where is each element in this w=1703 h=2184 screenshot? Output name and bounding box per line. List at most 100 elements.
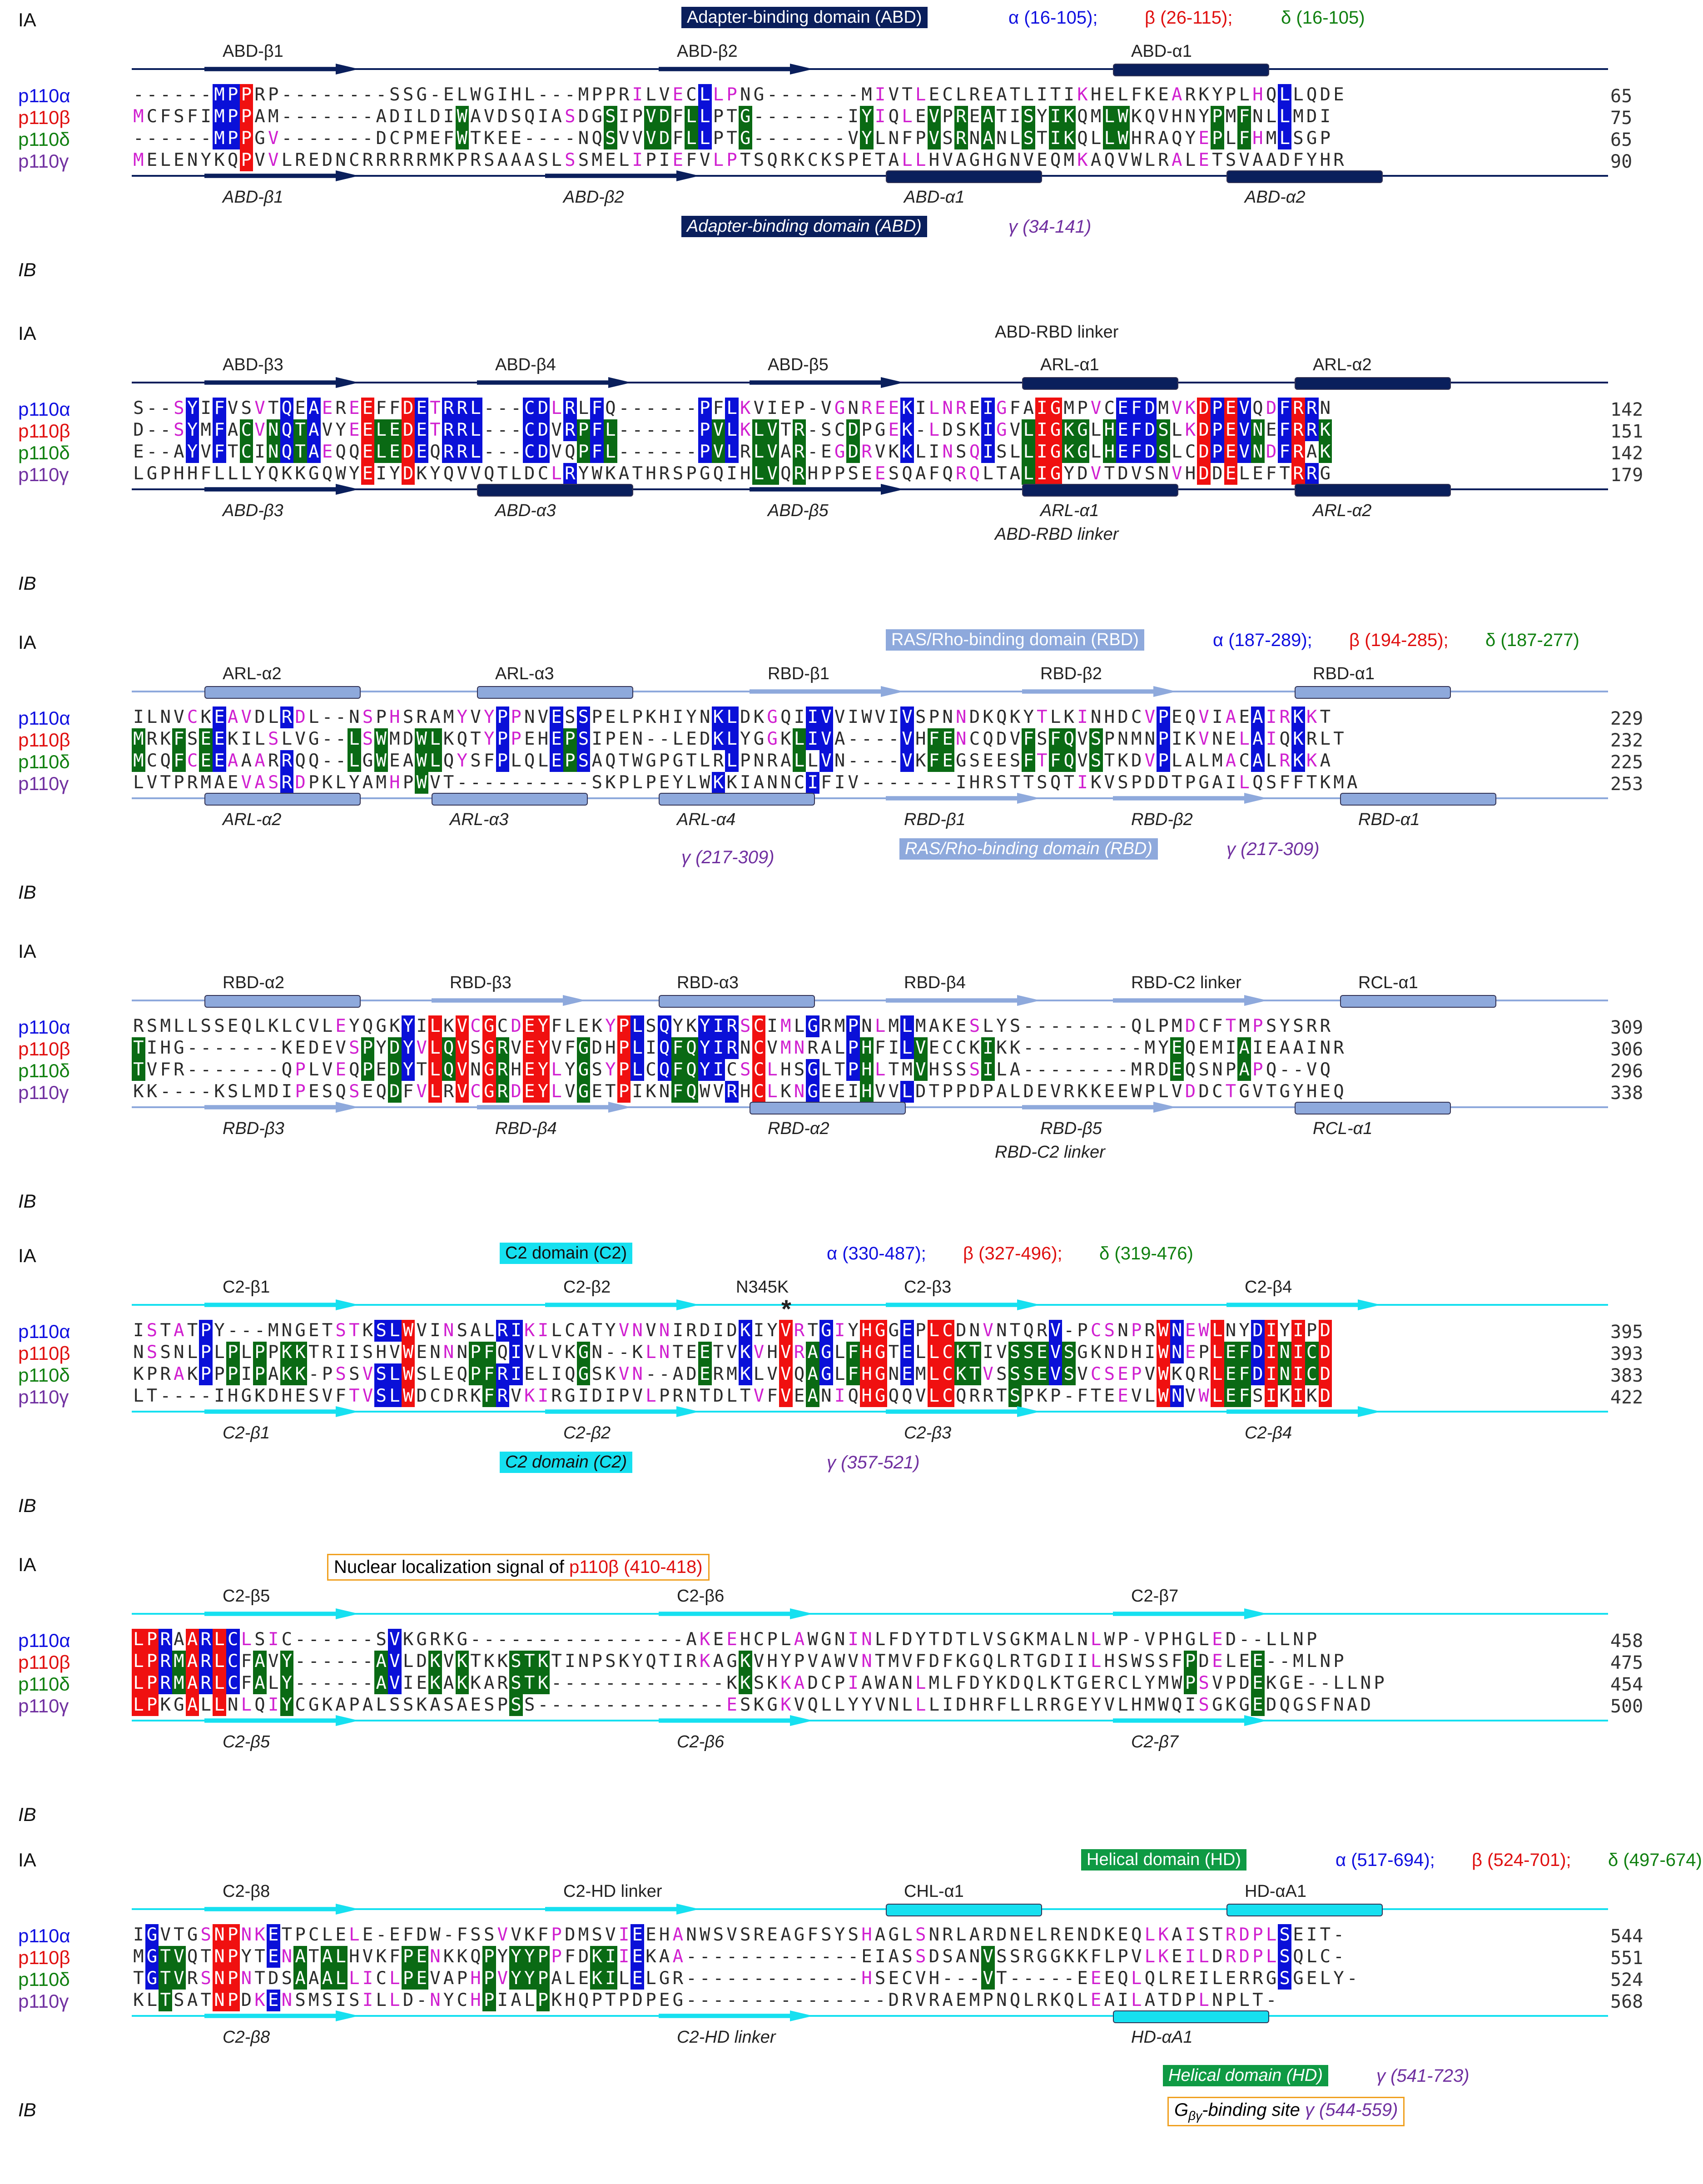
ss-label-bottom: HD-αA1 [1131, 2028, 1193, 2047]
residue: L [1158, 1968, 1169, 1989]
residue: I [591, 729, 602, 749]
residue: V [645, 1320, 656, 1341]
residue: L [174, 1016, 184, 1036]
residue: - [511, 398, 521, 418]
residue: - [308, 1651, 319, 1672]
residue: Y [1144, 1673, 1156, 1693]
residue: D [902, 1629, 913, 1650]
species-name: p110α [18, 85, 70, 106]
residue: H [511, 1060, 521, 1080]
residue: S [1278, 1946, 1292, 1968]
residue: R [780, 150, 791, 170]
residue: V [900, 750, 914, 772]
residue: - [511, 442, 521, 462]
residue: L [1346, 1673, 1358, 1693]
strand-arrow-bottom [1113, 1715, 1267, 1726]
residue: G [576, 1037, 591, 1059]
residue: R [442, 419, 456, 441]
residue: F [160, 1060, 171, 1080]
residue: P [617, 1015, 631, 1037]
residue: Q [794, 1364, 805, 1384]
residue: L [1090, 1629, 1102, 1650]
strand-arrow-top [886, 1299, 1040, 1310]
helix-mark-top [1340, 995, 1496, 1008]
strand-arrow-bottom [204, 484, 359, 495]
residue: N [888, 1364, 899, 1384]
residue: T [470, 729, 481, 749]
residue: V [322, 1386, 333, 1406]
residue: C [281, 1629, 293, 1650]
residue: E [1037, 150, 1048, 170]
residue: Y [698, 1059, 712, 1081]
residue: Y [509, 1968, 523, 1990]
residue: T [1009, 1320, 1021, 1341]
residue: G [659, 1968, 670, 1989]
species-name: p110δ [18, 751, 70, 772]
residue: V [1172, 398, 1182, 418]
residue: G [1037, 1651, 1048, 1672]
residue: V [1172, 1081, 1182, 1102]
residue: P [1306, 1320, 1317, 1341]
residue: N [266, 419, 280, 441]
residue: - [1037, 1060, 1048, 1080]
residue: E [888, 398, 899, 418]
residue: F [874, 1038, 886, 1058]
residue: E [1035, 1363, 1049, 1385]
residue: T [1158, 1990, 1169, 2010]
residue: L [1172, 442, 1182, 462]
residue: P [659, 751, 670, 771]
residue: K [470, 1386, 481, 1406]
residue: L [428, 750, 442, 772]
residue: V [753, 398, 765, 418]
residue: E [928, 85, 940, 105]
residue: H [928, 150, 940, 170]
residue: K [632, 1342, 643, 1363]
mutation-label: N345K [736, 1278, 789, 1297]
residue: V [807, 1651, 818, 1672]
residue: W [1198, 1386, 1209, 1406]
residue: H [969, 772, 980, 793]
residue: E [834, 1081, 845, 1102]
residue: N [174, 1342, 184, 1363]
residue: - [672, 420, 684, 440]
residue: C [430, 1386, 441, 1406]
residue: N [686, 1925, 697, 1945]
residue: Y [483, 707, 495, 727]
residue: F [1090, 1946, 1102, 1967]
residue: K [322, 1695, 333, 1715]
residue: T [726, 106, 737, 127]
residue: H [1306, 1081, 1317, 1102]
residue: V [322, 1060, 333, 1080]
residue: L [807, 751, 818, 771]
residue: - [915, 420, 926, 440]
residue-number: 309 [1610, 1017, 1643, 1038]
residue: - [174, 1081, 184, 1102]
residue: R [160, 1364, 171, 1384]
residue: C [1305, 1342, 1319, 1363]
residue: Y [536, 1081, 550, 1103]
residue: S [362, 707, 373, 727]
residue: S [1104, 1320, 1115, 1341]
residue: V [1144, 1364, 1156, 1384]
residue: - [551, 1629, 562, 1650]
residue: W [834, 1651, 845, 1672]
nls-box: Nuclear localization signal of p110β (41… [327, 1554, 710, 1581]
residue: S [281, 1968, 293, 1989]
residue: D [511, 1081, 521, 1102]
residue: C [821, 1673, 832, 1693]
residue: S [457, 1320, 468, 1341]
residue: R [1320, 1016, 1331, 1036]
residue: Y [1198, 106, 1209, 127]
residue-number: 383 [1610, 1365, 1643, 1386]
residue: D [430, 106, 441, 127]
residue: S [576, 750, 591, 772]
residue: C [376, 1968, 387, 1989]
residue: - [632, 420, 643, 440]
residue: - [335, 1651, 346, 1672]
residue: K [497, 1651, 508, 1672]
residue: P [1185, 772, 1196, 793]
residue: - [308, 1673, 319, 1693]
residue: Q [497, 1342, 508, 1363]
residue: - [565, 1629, 576, 1650]
residue: I [956, 772, 967, 793]
